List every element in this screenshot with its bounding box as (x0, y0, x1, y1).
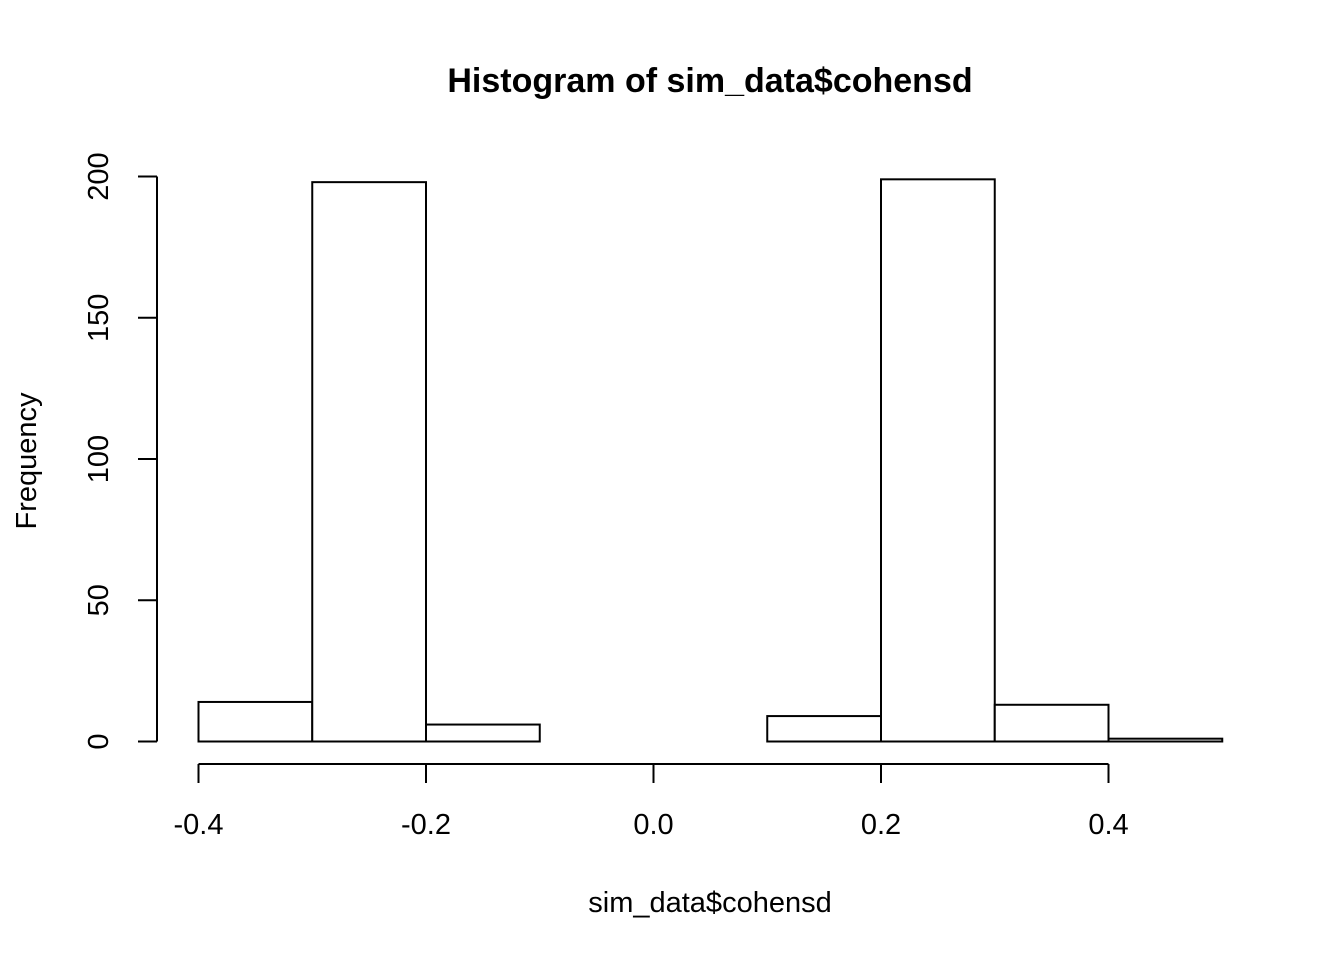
x-tick-label: -0.4 (174, 809, 224, 841)
y-tick-label: 0 (83, 733, 115, 749)
histogram-bar (993, 703, 1110, 743)
y-axis: 0 50 100 150 200 (83, 152, 158, 750)
histogram-bar (311, 181, 427, 743)
y-tick-label: 100 (83, 435, 115, 483)
y-tick-label: 50 (83, 584, 115, 616)
histogram-bar (197, 700, 314, 743)
y-tick-label: 150 (83, 294, 115, 342)
histogram-bar (766, 715, 882, 743)
y-tick-label: 200 (83, 152, 115, 200)
x-tick-label: 0.0 (633, 809, 673, 841)
histogram-bar (425, 723, 541, 743)
x-tick-label: 0.2 (861, 809, 901, 841)
chart-title: Histogram of sim_data$cohensd (447, 62, 972, 100)
histogram-bar (1107, 737, 1224, 743)
histogram-bars (197, 178, 1224, 743)
x-tick-label: -0.2 (401, 809, 451, 841)
x-axis-label: sim_data$cohensd (588, 887, 831, 919)
histogram-bar (880, 178, 996, 743)
x-tick-label: 0.4 (1088, 809, 1128, 841)
y-axis-label: Frequency (11, 392, 43, 530)
x-axis: -0.4 -0.2 0.0 0.2 0.4 (174, 763, 1129, 841)
